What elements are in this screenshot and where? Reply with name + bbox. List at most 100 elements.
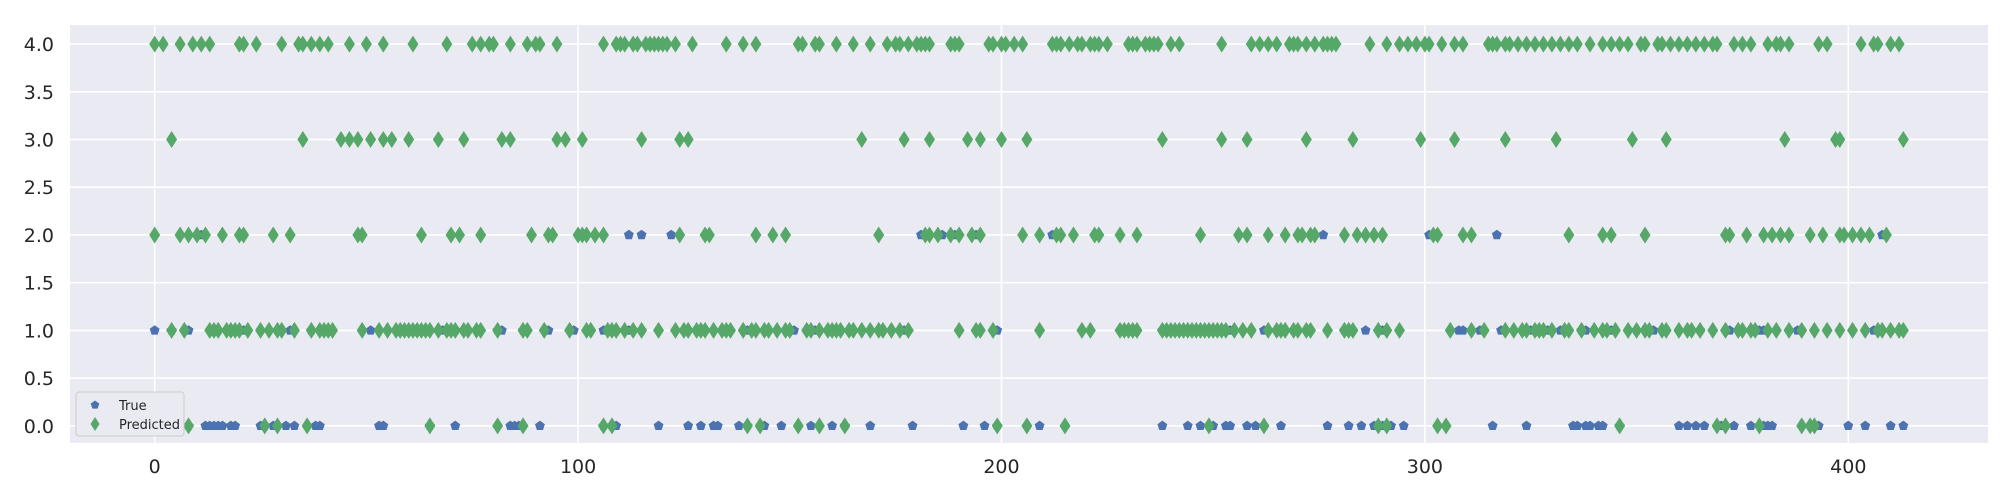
predicted-point (1194, 226, 1206, 244)
predicted-point (966, 226, 978, 244)
predicted-point (1783, 321, 1795, 339)
predicted-point (1779, 131, 1791, 149)
predicted-point (796, 35, 808, 53)
x-tick-label: 100 (560, 456, 596, 478)
predicted-point (521, 35, 533, 53)
predicted-point (1152, 35, 1164, 53)
predicted-point (1753, 417, 1765, 435)
predicted-point (1821, 35, 1833, 53)
predicted-point (597, 417, 609, 435)
predicted-point (564, 321, 576, 339)
predicted-point (902, 321, 914, 339)
predicted-point (813, 321, 825, 339)
predicted-point (1597, 226, 1609, 244)
legend-box (75, 391, 185, 437)
predicted-point (924, 131, 936, 149)
predicted-point (576, 131, 588, 149)
predicted-point (187, 35, 199, 53)
true-point (666, 229, 677, 240)
predicted-point (873, 226, 885, 244)
predicted-point (597, 35, 609, 53)
y-tick-label: 2.5 (24, 177, 54, 199)
true-point (1242, 420, 1252, 430)
predicted-point (1897, 131, 1909, 149)
predicted-point (1639, 35, 1651, 53)
true-point (378, 420, 389, 430)
predicted-point (962, 131, 974, 149)
y-tick-label: 1.0 (24, 320, 54, 342)
true-point (695, 420, 706, 430)
predicted-point (750, 321, 762, 339)
predicted-point (195, 35, 207, 53)
predicted-point (682, 321, 694, 339)
predicted-point (974, 321, 986, 339)
true-point (1250, 420, 1261, 430)
predicted-point (415, 226, 427, 244)
predicted-point (1719, 321, 1731, 339)
predicted-point (881, 35, 893, 53)
predicted-point (1432, 417, 1444, 435)
predicted-point (1330, 35, 1342, 53)
predicted-point (1872, 35, 1884, 53)
predicted-point (1847, 226, 1859, 244)
predicted-point (725, 321, 737, 339)
predicted-point (1351, 226, 1363, 244)
predicted-point (1377, 226, 1389, 244)
predicted-point (1262, 321, 1274, 339)
predicted-point (1563, 226, 1575, 244)
predicted-point (1300, 35, 1312, 53)
predicted-point (1762, 321, 1774, 339)
predicted-point (1093, 35, 1105, 53)
true-point (907, 420, 918, 430)
predicted-point (1546, 321, 1558, 339)
true-point (1572, 420, 1583, 430)
true-point (1225, 420, 1236, 430)
predicted-point (674, 131, 686, 149)
predicted-point (1537, 35, 1549, 53)
predicted-point (1055, 226, 1067, 244)
predicted-point (1546, 35, 1558, 53)
predicted-point (1436, 35, 1448, 53)
predicted-point (458, 131, 470, 149)
predicted-point (551, 131, 563, 149)
predicted-point (166, 131, 178, 149)
true-point (1195, 420, 1206, 430)
predicted-point (538, 321, 550, 339)
predicted-point (1808, 417, 1820, 435)
predicted-point (771, 321, 783, 339)
predicted-point (856, 321, 868, 339)
predicted-point (1622, 321, 1634, 339)
predicted-point (424, 417, 436, 435)
predicted-point (1216, 35, 1228, 53)
predicted-point (1711, 35, 1723, 53)
predicted-point (238, 226, 250, 244)
predicted-point (847, 35, 859, 53)
predicted-point (1262, 35, 1274, 53)
predicted-point (1554, 35, 1566, 53)
true-point (1746, 420, 1756, 430)
predicted-point (365, 131, 377, 149)
predicted-point (199, 226, 211, 244)
predicted-point (1758, 226, 1770, 244)
true-point (1356, 420, 1367, 430)
predicted-point (1639, 226, 1651, 244)
predicted-point (669, 35, 681, 53)
y-tick-label: 4.0 (24, 34, 54, 56)
predicted-point (1686, 321, 1698, 339)
predicted-point (1093, 226, 1105, 244)
predicted-point (606, 417, 618, 435)
true-point (1521, 420, 1532, 430)
predicted-point (708, 321, 720, 339)
predicted-point (619, 35, 631, 53)
predicted-point (1368, 226, 1380, 244)
predicted-point (767, 226, 779, 244)
predicted-point (1736, 321, 1748, 339)
predicted-point (1550, 131, 1562, 149)
predicted-point (1876, 321, 1888, 339)
true-point (450, 420, 461, 430)
y-tick-label: 0.0 (24, 416, 54, 438)
predicted-point (496, 131, 508, 149)
predicted-point (1690, 35, 1702, 53)
y-tick-label: 2.0 (24, 225, 54, 247)
predicted-point (682, 131, 694, 149)
